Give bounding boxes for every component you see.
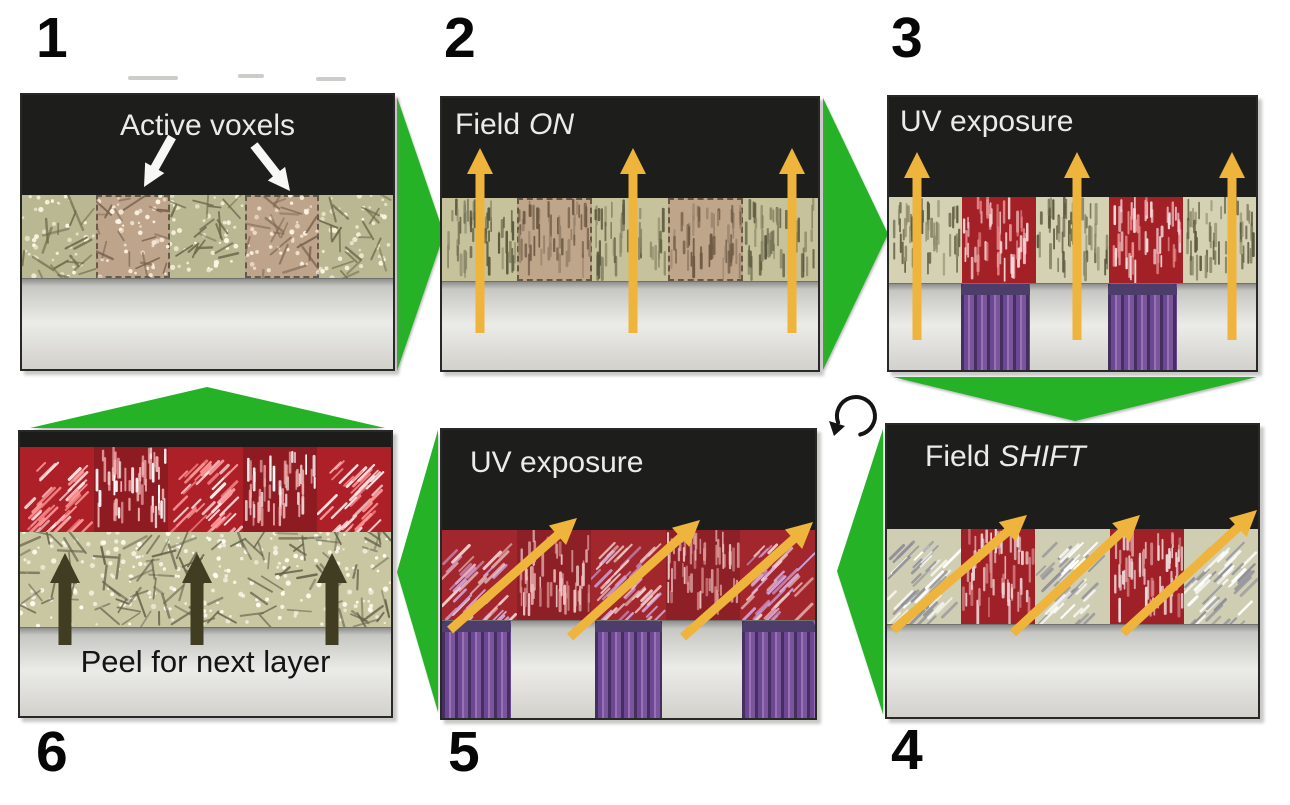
panel-step-6: Peel for next layer: [18, 430, 393, 718]
voxel-cell: [1035, 197, 1110, 283]
panel-label: Peel for next layer: [80, 644, 331, 679]
voxel-layer: [22, 195, 394, 278]
step-number-2: 2: [444, 6, 477, 70]
panel-header: UV exposure: [889, 97, 1256, 197]
cured-voxel: [962, 197, 1036, 283]
panel-label: Field ON: [455, 108, 574, 142]
cured-voxel: [665, 530, 741, 620]
substrate: [442, 620, 816, 718]
uncured-resin-layer: [20, 532, 391, 627]
step-number-1: 1: [36, 6, 69, 70]
voxel-cell: [442, 198, 518, 281]
active-voxel: [244, 195, 319, 278]
panel-header: [20, 432, 391, 447]
panel-label: UV exposure: [900, 105, 1074, 138]
uv-beam: [595, 621, 663, 718]
flow-arrow-step3-to-step4: [893, 377, 1257, 421]
label-italic: ON: [529, 108, 575, 141]
flow-arrow-step5-to-step6: [397, 430, 438, 712]
panel-step-5: UV exposure: [440, 428, 817, 720]
panel-label: Active voxels: [119, 109, 296, 142]
cured-voxel: [961, 529, 1036, 624]
substrate: [887, 624, 1258, 717]
cured-voxel: [516, 530, 592, 620]
voxel-layer: [887, 529, 1259, 624]
cured-voxel: [242, 447, 317, 532]
substrate: [889, 283, 1256, 370]
panel-step-1: Active voxels: [20, 93, 395, 371]
substrate: [442, 281, 818, 370]
cycle-arrow-icon: [829, 395, 877, 437]
cured-voxel: [94, 447, 169, 532]
flow-arrow-step6-to-step1: [30, 387, 385, 428]
panel-step-4: Field SHIFT: [885, 423, 1260, 719]
flow-arrow-step2-to-step3: [823, 98, 888, 370]
voxel-layer: [442, 198, 819, 281]
voxel-layer: [889, 197, 1257, 283]
flow-arrow-step1-to-step2: [397, 97, 444, 371]
flow-arrow-step4-to-step5: [837, 429, 883, 714]
label-text: Field: [925, 440, 991, 473]
substrate: [22, 278, 393, 369]
voxel-cell: [1182, 197, 1257, 283]
panel-label: Field SHIFT: [925, 440, 1086, 474]
voxel-cell: [742, 198, 819, 281]
uv-beam: [442, 621, 512, 718]
cured-voxel: [740, 530, 815, 620]
step-number-3: 3: [891, 6, 924, 70]
voxel-cell: [170, 195, 245, 278]
panel-header: Active voxels: [22, 95, 393, 195]
active-voxel: [667, 198, 743, 281]
uv-beam: [961, 284, 1030, 370]
uv-beam: [1108, 284, 1177, 370]
step-number-6: 6: [36, 720, 69, 784]
voxel-cell: [318, 195, 394, 278]
cured-voxel: [20, 447, 95, 532]
voxel-cell: [889, 197, 963, 283]
cured-layer: [20, 447, 392, 532]
voxel-cell: [1183, 529, 1259, 624]
panel-step-2: Field ON: [440, 96, 820, 372]
active-voxel: [517, 198, 593, 281]
active-voxel: [96, 195, 171, 278]
panel-label: UV exposure: [470, 446, 644, 479]
panel-header: Field SHIFT: [887, 425, 1258, 529]
cured-layer: [442, 530, 815, 620]
voxel-cell: [592, 198, 668, 281]
panel-step-3: UV exposure: [887, 95, 1258, 372]
label-text: Field: [455, 108, 521, 141]
cured-voxel: [591, 530, 666, 620]
voxel-cell: [22, 195, 97, 278]
cropped-text-artifact: [316, 77, 346, 81]
cropped-text-artifact: [128, 76, 178, 80]
voxel-cell: [1035, 529, 1110, 624]
cured-voxel: [1109, 197, 1183, 283]
step-number-5: 5: [448, 720, 481, 784]
panel-header: Field ON: [442, 98, 818, 198]
cured-voxel: [168, 447, 243, 532]
cured-voxel: [1109, 529, 1184, 624]
voxel-cell: [887, 529, 962, 624]
cropped-text-artifact: [238, 74, 264, 78]
cured-voxel: [316, 447, 392, 532]
step-number-4: 4: [891, 718, 924, 782]
uv-beam: [741, 621, 816, 718]
cured-voxel: [442, 530, 517, 620]
label-italic: SHIFT: [999, 440, 1086, 473]
panel-header: UV exposure: [442, 430, 815, 530]
